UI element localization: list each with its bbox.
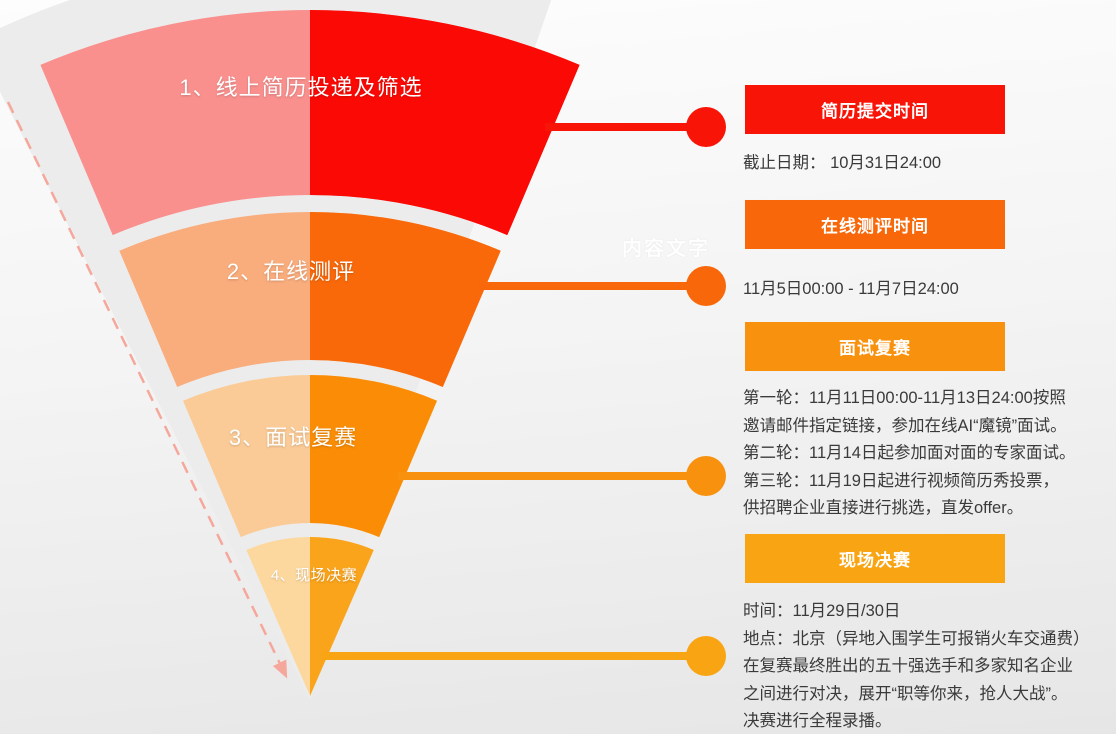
- stage-header-resume-submission: 简历提交时间: [745, 85, 1005, 134]
- connector-dot-1: [686, 107, 726, 147]
- stage-details-resume-submission: 截止日期： 10月31日24:00: [743, 150, 1116, 178]
- stage-detail-line: 第三轮：11月19日起进行视频简历秀投票，: [743, 471, 1059, 490]
- stage-detail-line: 决赛进行全程录播。: [743, 712, 892, 730]
- stage-details-online-assessment: 11月5日00:00 - 11月7日24:00: [743, 276, 1116, 304]
- stage-details-interview-semifinal: 第一轮：11月11日00:00-11月13日24:00按照 邀请邮件指定链接，参…: [743, 385, 1116, 523]
- stage-detail-line: 邀请邮件指定链接，参加在线AI“魔镜”面试。: [743, 416, 1067, 435]
- stage-detail-line: 11月5日00:00 - 11月7日24:00: [743, 280, 959, 298]
- stage-detail-line: 第二轮：11月14日起参加面对面的专家面试。: [743, 444, 1076, 462]
- funnel-segment-4-label: 4、现场决赛: [270, 567, 358, 584]
- funnel-segment-1-label: 1、线上简历投递及筛选: [179, 75, 423, 100]
- stage-detail-line: 第一轮：11月11日00:00-11月13日24:00按照: [743, 389, 1066, 407]
- connector-dot-4: [686, 636, 726, 676]
- funnel-segment-3-right: [310, 374, 437, 538]
- stage-header-onsite-final: 现场决赛: [745, 534, 1005, 583]
- funnel-segment-1-right: [310, 10, 580, 236]
- stage-details-onsite-final: 时间：11月29日/30日 地点：北京（异地入围学生可报销火车交通费） 在复赛最…: [743, 598, 1116, 734]
- stage-detail-line: 截止日期： 10月31日24:00: [743, 154, 942, 172]
- placeholder-content-text: 内容文字: [622, 238, 710, 260]
- funnel-segment-3-label: 3、面试复赛: [228, 425, 358, 450]
- connector-dot-2: [686, 266, 726, 306]
- stage-detail-line: 供招聘企业直接进行挑选，直发offer。: [743, 499, 1024, 517]
- stage-header-interview-semifinal: 面试复赛: [745, 322, 1005, 371]
- stage-header-online-assessment: 在线测评时间: [745, 200, 1005, 249]
- stage-detail-line: 地点：北京（异地入围学生可报销火车交通费）: [743, 629, 1090, 648]
- process-flow-dashed-arrow: [6, 101, 288, 679]
- stage-detail-line: 时间：11月29日/30日: [743, 602, 901, 620]
- stage-detail-line: 在复赛最终胜出的五十强选手和多家知名企业: [743, 657, 1073, 675]
- funnel-segment-2-right: [310, 211, 501, 387]
- stage-detail-line: 之间进行对决，展开“职等你来，抢人大战”。: [743, 684, 1068, 703]
- connector-dot-3: [686, 456, 726, 496]
- funnel-segment-2-label: 2、在线测评: [226, 259, 356, 284]
